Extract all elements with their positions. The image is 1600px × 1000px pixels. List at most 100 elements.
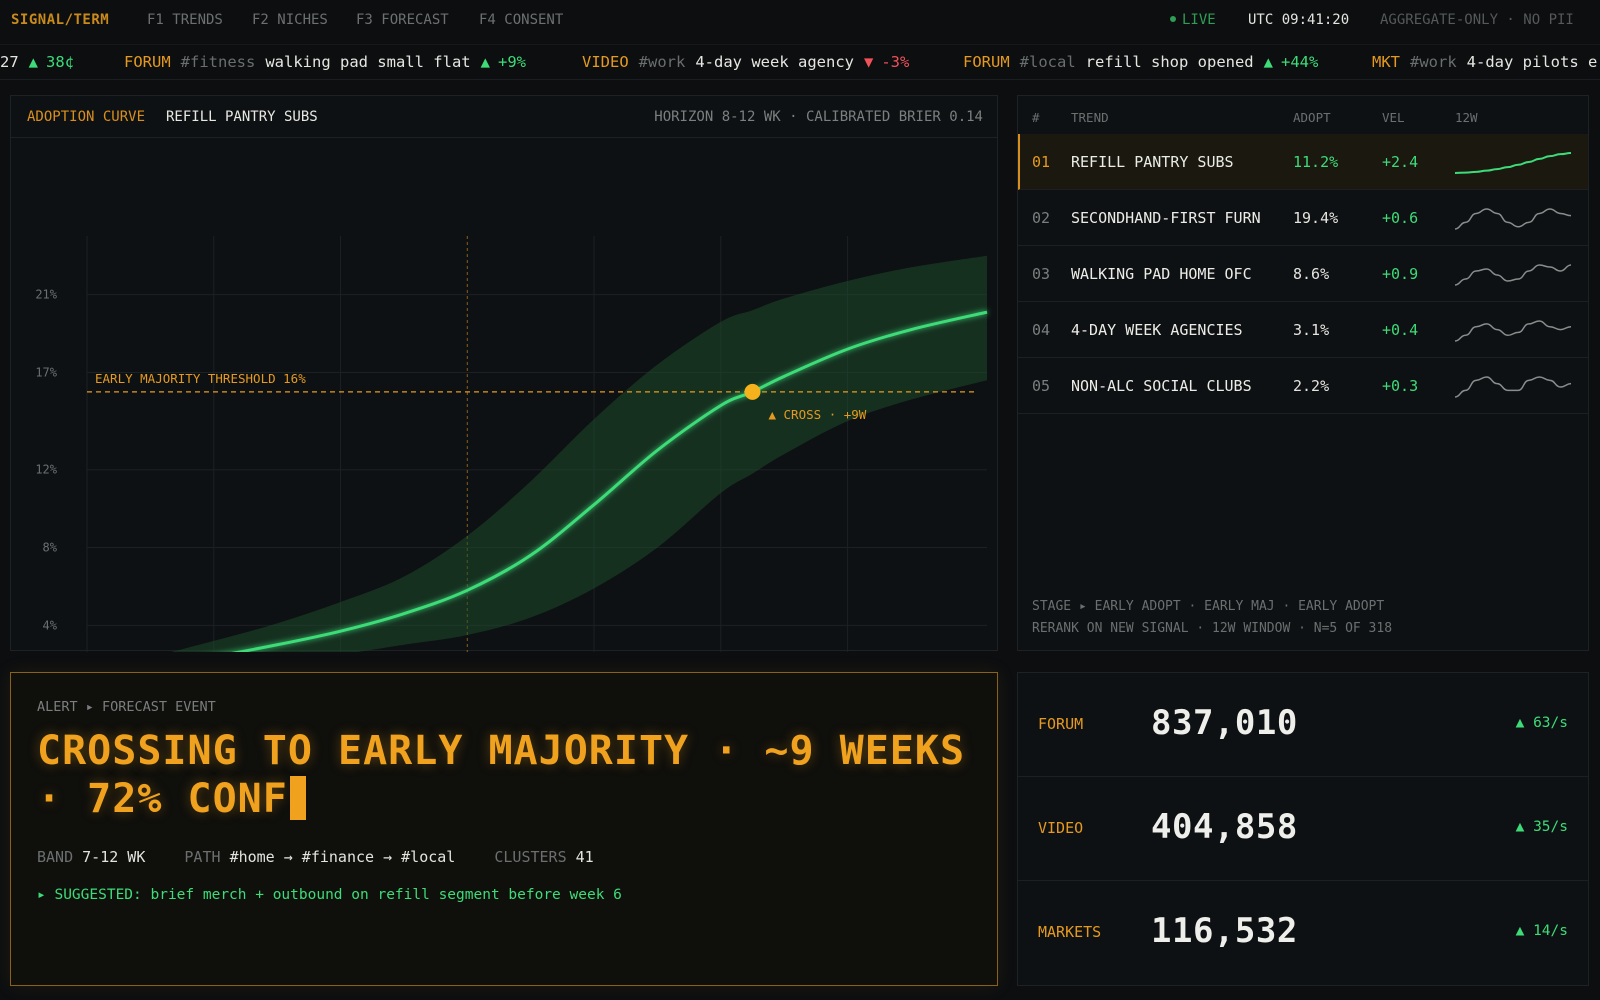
ticker-delta: +44% — [1281, 53, 1319, 71]
crossing-label: ▲ CROSS · +9W — [768, 407, 866, 422]
alert-meta: BAND 7-12 WK PATH #home → #finance → #lo… — [37, 848, 624, 866]
trend-adoption: 11.2% — [1293, 153, 1339, 171]
col-header-trend[interactable]: TREND — [1071, 110, 1109, 125]
ticker-text: 27 — [0, 53, 19, 71]
trend-adoption: 19.4% — [1293, 209, 1339, 227]
signal-ticker: 27 ▲ 38¢ FORUM #fitness walking pad small fla… — [0, 44, 1600, 80]
ticker-delta: -3% — [881, 53, 910, 71]
col-header-adopt[interactable]: ADOPT — [1293, 110, 1331, 125]
sparkline-path — [1455, 320, 1571, 342]
ticker-item[interactable]: FORUM #fitness walking pad small flat ▲ +9% — [124, 53, 526, 71]
nav-f4-consent[interactable]: F4 CONSENT — [479, 12, 564, 28]
chart-subject: REFILL PANTRY SUBS — [166, 109, 318, 125]
alert-headline-text: CROSSING TO EARLY MAJORITY · ~9 WEEKS · … — [37, 728, 966, 822]
counter-label: FORUM — [1038, 715, 1084, 733]
rerank-note: RERANK ON NEW SIGNAL · 12W WINDOW · N=5 … — [1032, 621, 1393, 636]
trend-name: 4-DAY WEEK AGENCIES — [1071, 321, 1243, 339]
trend-ranking-panel: # TREND ADOPT VEL 12W 01 REFILL PANTRY SU… — [1017, 95, 1589, 651]
chart-meta: HORIZON 8-12 WK · CALIBRATED BRIER 0.14 — [654, 109, 983, 125]
forecast-alert-panel: ALERT ▸ FORECAST EVENT CROSSING TO EARLY… — [10, 672, 998, 986]
adoption-curve-panel: ADOPTION CURVE REFILL PANTRY SUBS HORIZO… — [10, 95, 998, 652]
trend-name: REFILL PANTRY SUBS — [1071, 153, 1234, 171]
trend-row[interactable]: 03 WALKING PAD HOME OFC 8.6% +0.9 — [1018, 246, 1588, 302]
trend-row[interactable]: 01 REFILL PANTRY SUBS 11.2% +2.4 — [1018, 134, 1588, 190]
counter-rate: ▲ 63/s — [1515, 715, 1568, 731]
trend-down-icon: ▼ — [863, 53, 874, 71]
col-header-vel[interactable]: VEL — [1382, 110, 1405, 125]
threshold-label: EARLY MAJORITY THRESHOLD 16% — [95, 371, 306, 386]
alert-kicker: ALERT ▸ FORECAST EVENT — [37, 699, 216, 715]
y-tick-label: 21% — [35, 288, 57, 302]
trend-velocity: +0.3 — [1382, 377, 1419, 395]
source-counters-panel: FORUM 837,010 ▲ 63/s VIDEO 404,858 ▲ 35/… — [1017, 672, 1589, 986]
counter-rate: ▲ 14/s — [1515, 923, 1568, 939]
ticker-tag: #work — [638, 53, 686, 71]
trend-adoption: 8.6% — [1293, 265, 1330, 283]
ticker-text: 4-day week agency — [695, 53, 854, 71]
trend-sparkline — [1455, 208, 1571, 230]
brand-logo: SIGNAL/TERM — [11, 12, 110, 28]
trend-row[interactable]: 04 4-DAY WEEK AGENCIES 3.1% +0.4 — [1018, 302, 1588, 358]
y-tick-label: 4% — [43, 618, 58, 632]
trend-up-icon: ▲ — [28, 53, 39, 71]
counter-label: MARKETS — [1038, 923, 1102, 941]
y-tick-label: 12% — [35, 463, 57, 477]
chart-header: ADOPTION CURVE REFILL PANTRY SUBS HORIZO… — [11, 96, 997, 138]
ticker-item[interactable]: 27 ▲ 38¢ — [0, 53, 74, 71]
nav-f3-forecast[interactable]: F3 FORECAST — [356, 12, 449, 28]
trend-row[interactable]: 05 NON-ALC SOCIAL CLUBS 2.2% +0.3 — [1018, 358, 1588, 414]
ticker-source: FORUM — [124, 53, 171, 71]
ticker-source: FORUM — [963, 53, 1010, 71]
ticker-text: 4-day pilots e — [1466, 53, 1598, 71]
trend-velocity: +2.4 — [1382, 153, 1419, 171]
trend-up-icon: ▲ — [480, 53, 490, 71]
ticker-source: VIDEO — [582, 53, 629, 71]
counter-value: 837,010 — [1151, 703, 1298, 743]
top-bar: SIGNAL/TERM F1 TRENDS F2 NICHES F3 FOREC… — [0, 0, 1600, 42]
confidence-band — [171, 255, 987, 652]
trend-velocity: +0.9 — [1382, 265, 1419, 283]
trend-rank: 05 — [1032, 377, 1051, 395]
counter-row-markets: MARKETS 116,532 ▲ 14/s — [1018, 881, 1588, 985]
trend-rank: 01 — [1032, 153, 1051, 171]
ticker-delta: +9% — [497, 53, 526, 71]
chart-title: ADOPTION CURVE — [27, 109, 146, 125]
nav-f1-trends[interactable]: F1 TRENDS — [147, 12, 223, 28]
trend-name: SECONDHAND-FIRST FURN — [1071, 209, 1261, 227]
adoption-chart: 4%8%12%17%21%-12W-8W-4WNOW+4W+8W+12WEARL… — [35, 236, 988, 652]
suggested-action[interactable]: ▸ SUGGESTED: brief merch + outbound on r… — [37, 887, 622, 903]
ticker-item[interactable]: FORUM #local refill shop opened ▲ +44% — [963, 53, 1318, 71]
ticker-delta: 38¢ — [46, 53, 75, 71]
sparkline-path — [1455, 208, 1571, 230]
text-cursor — [289, 776, 306, 820]
stage-legend: STAGE ▸ EARLY ADOPT · EARLY MAJ · EARLY … — [1032, 599, 1385, 614]
ticker-item[interactable]: MKT #work 4-day pilots e — [1372, 53, 1597, 71]
counter-label: VIDEO — [1038, 819, 1084, 837]
counter-row-video: VIDEO 404,858 ▲ 35/s — [1018, 777, 1588, 881]
live-indicator: LIVE — [1170, 12, 1216, 28]
live-label: LIVE — [1182, 12, 1216, 28]
ticker-tag: #work — [1410, 53, 1457, 71]
ticker-item[interactable]: VIDEO #work 4-day week agency ▼ -3% — [582, 53, 909, 71]
y-tick-label: 17% — [35, 365, 57, 379]
col-header-12w: 12W — [1455, 110, 1478, 125]
sparkline-path — [1455, 264, 1571, 286]
trend-velocity: +0.6 — [1382, 209, 1419, 227]
ticker-text: walking pad small flat — [265, 53, 471, 71]
nav-f2-niches[interactable]: F2 NICHES — [252, 12, 328, 28]
counter-row-forum: FORUM 837,010 ▲ 63/s — [1018, 673, 1588, 777]
band-key: BAND — [37, 848, 74, 866]
trend-name: WALKING PAD HOME OFC — [1071, 265, 1252, 283]
trend-row[interactable]: 02 SECONDHAND-FIRST FURN 19.4% +0.6 — [1018, 190, 1588, 246]
trend-velocity: +0.4 — [1382, 321, 1419, 339]
counter-rate: ▲ 35/s — [1515, 819, 1568, 835]
live-dot-icon — [1170, 16, 1176, 22]
ticker-tag: #fitness — [180, 53, 256, 71]
trend-up-icon: ▲ — [1263, 53, 1273, 71]
path-key: PATH — [184, 848, 221, 866]
trend-name: NON-ALC SOCIAL CLUBS — [1071, 377, 1252, 395]
trend-adoption: 3.1% — [1293, 321, 1330, 339]
alert-headline: CROSSING TO EARLY MAJORITY · ~9 WEEKS · … — [37, 727, 967, 823]
trend-sparkline — [1455, 264, 1571, 286]
adoption-curve-line — [231, 310, 988, 652]
